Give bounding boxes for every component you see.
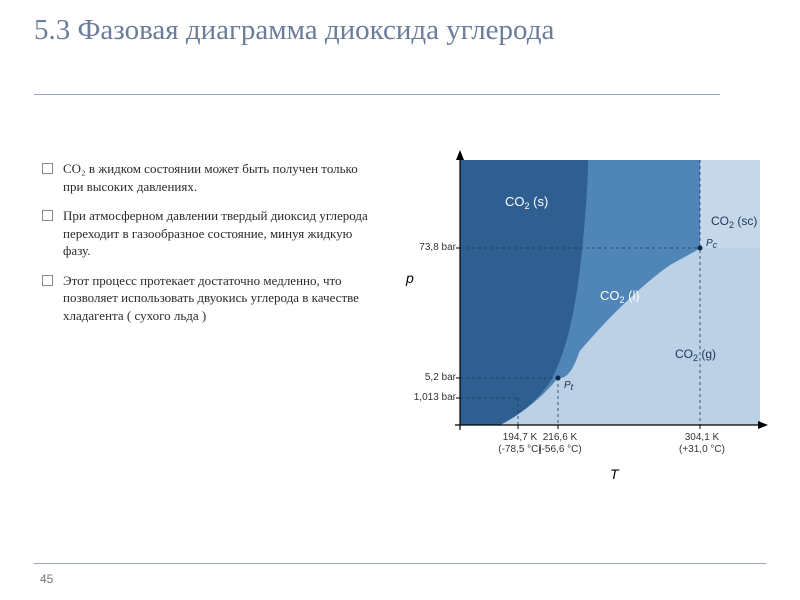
x-tick-label-bot: (+31,0 °C) bbox=[674, 444, 730, 455]
bullet-text: При атмосферном давлении твердый диоксид… bbox=[63, 207, 372, 260]
x-axis-label: T bbox=[610, 466, 619, 482]
x-tick-label-bot: (-56,6 °C) bbox=[532, 444, 588, 455]
x-tick-label-top: 304,1 K bbox=[680, 432, 724, 443]
supercritical-region bbox=[700, 160, 760, 248]
triple-point bbox=[556, 376, 561, 381]
critical-point-label: Pc bbox=[706, 238, 718, 250]
list-item: Этот процесс протекает достаточно медлен… bbox=[42, 272, 372, 325]
sc-label: CO2 (sc) bbox=[711, 214, 757, 230]
bullet-text: Этот процесс протекает достаточно медлен… bbox=[63, 272, 372, 325]
triple-point-label: Pt bbox=[564, 380, 574, 392]
bullet-marker-icon bbox=[42, 210, 53, 221]
page-title: 5.3 Фазовая диаграмма диоксида углерода bbox=[34, 14, 766, 47]
title-underline bbox=[34, 94, 720, 95]
x-tick-label-top: 216,6 K bbox=[538, 432, 582, 443]
y-tick-label: 73,8 bar bbox=[408, 242, 456, 253]
bullet-text: CO₂ в жидком состоянии может быть получе… bbox=[63, 160, 372, 195]
y-tick-label: 5,2 bar bbox=[408, 372, 456, 383]
list-item: При атмосферном давлении твердый диоксид… bbox=[42, 207, 372, 260]
list-item: CO₂ в жидком состоянии может быть получе… bbox=[42, 160, 372, 195]
y-tick-label: 1,013 bar bbox=[404, 392, 456, 403]
y-axis-label: p bbox=[406, 270, 414, 286]
phase-diagram: CO2 (s) CO2 (l) CO2 (g) CO2 (sc) Pt Pc p… bbox=[400, 150, 770, 500]
x-axis-arrow-icon bbox=[758, 421, 768, 429]
y-axis-arrow-icon bbox=[456, 150, 464, 160]
x-tick-label-top: 194,7 K bbox=[498, 432, 542, 443]
bullet-list: CO₂ в жидком состоянии может быть получе… bbox=[42, 160, 372, 336]
footer-underline bbox=[34, 563, 766, 564]
critical-point bbox=[698, 246, 703, 251]
page-number: 45 bbox=[40, 572, 53, 586]
bullet-marker-icon bbox=[42, 275, 53, 286]
bullet-marker-icon bbox=[42, 163, 53, 174]
